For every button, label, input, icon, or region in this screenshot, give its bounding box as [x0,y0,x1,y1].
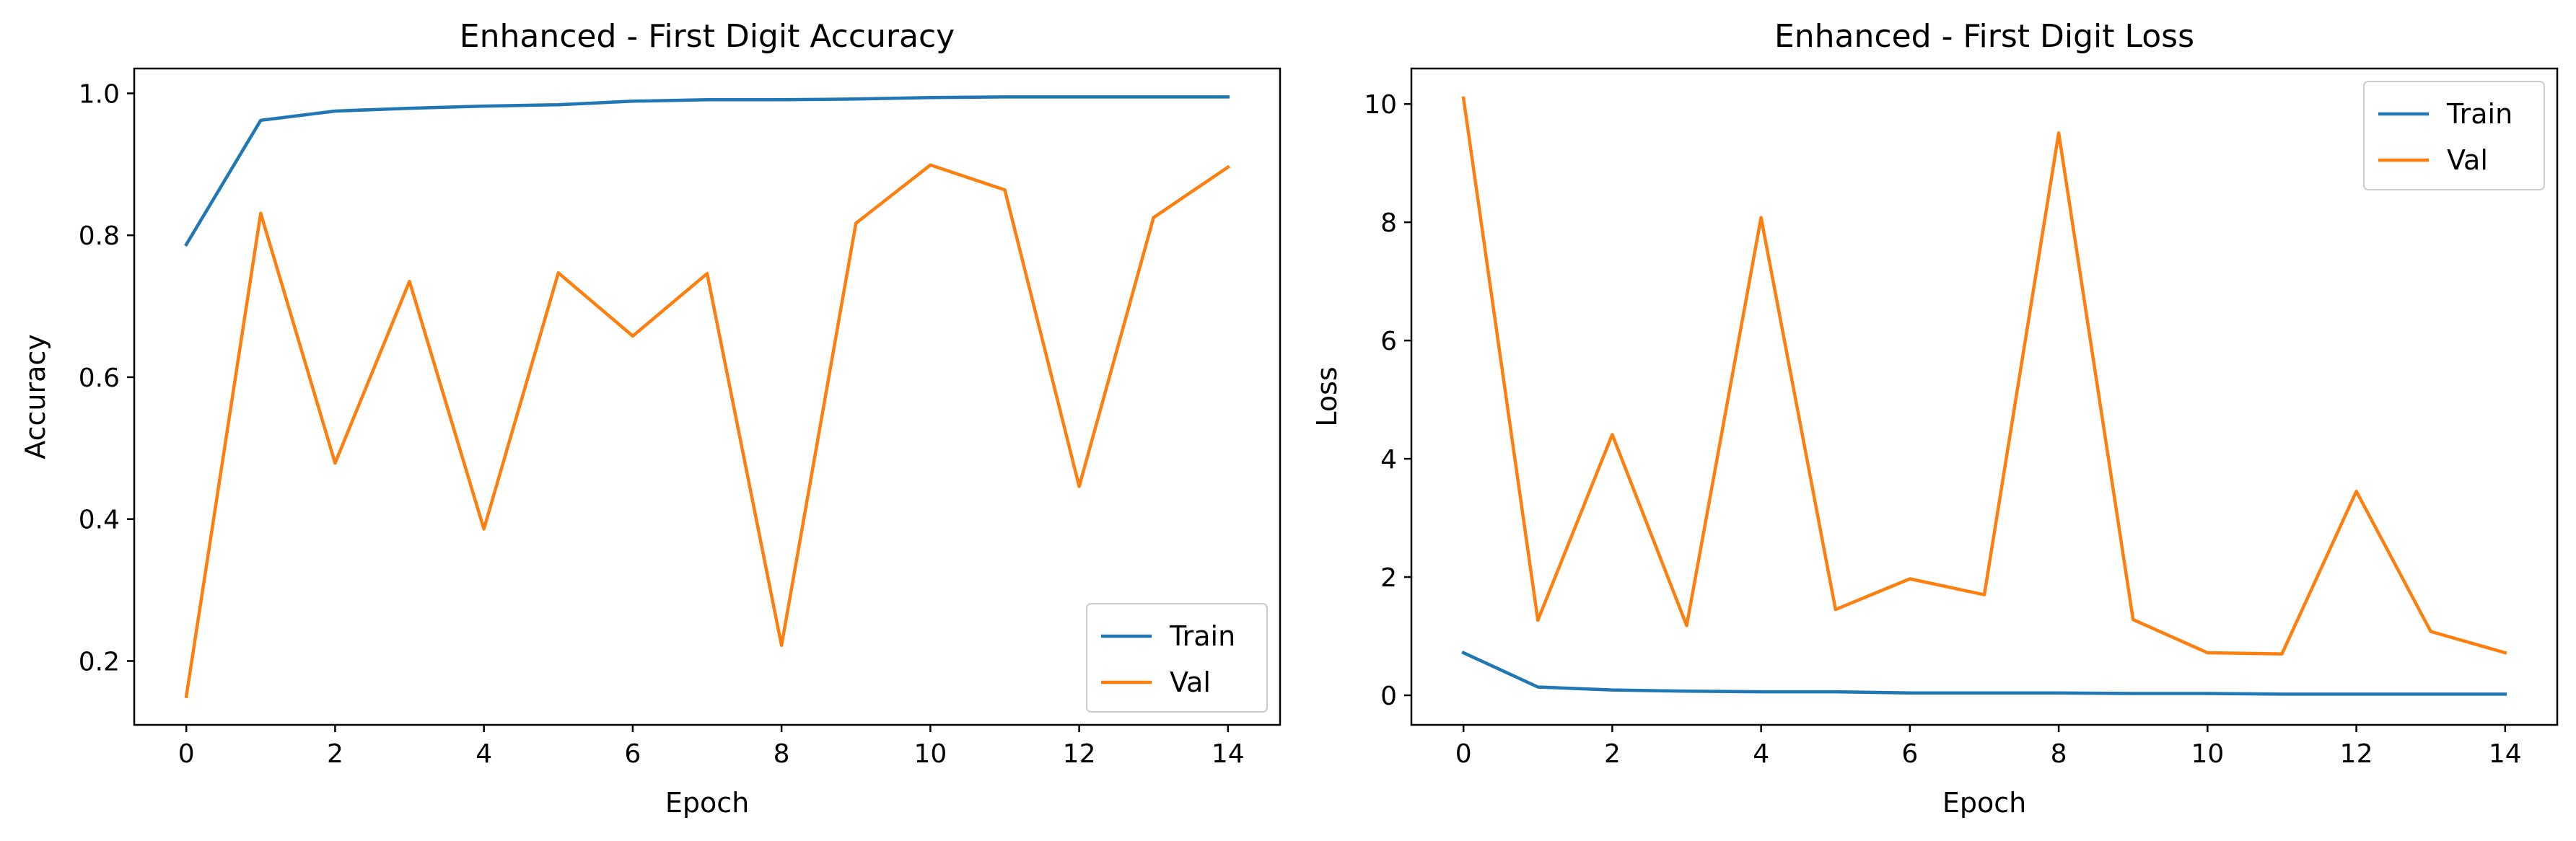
series-line-train [1461,651,2507,696]
plot-frame [1410,67,2559,726]
x-tick-label: 14 [2489,739,2522,769]
y-tick-label: 0 [1380,682,1397,711]
series-line-val [1461,96,2507,656]
x-tick-label: 0 [178,739,195,769]
x-tick-label: 12 [1063,739,1096,769]
series-line-train [184,95,1230,247]
loss-chart: 0 2 4 6 8 10 12 14 0 2 4 6 8 10 Enhanced - First Digit… [1311,18,2559,819]
x-axis-label: Epoch [665,787,749,819]
x-tick-label: 6 [624,739,641,769]
legend-box [1086,603,1268,713]
x-axis-label: Epoch [1942,787,2026,819]
chart-title: Enhanced - First Digit Loss [1774,18,2194,55]
legend-label-val: Val [1170,666,1211,698]
accuracy-chart: 0 2 4 6 8 10 12 14 0.2 0.4 0.6 0.8 1.0 Enhanced - Fir… [19,18,1282,819]
legend-label-train: Train [1169,620,1235,652]
x-tick-label: 8 [2051,739,2067,769]
y-tick-label: 0.4 [79,506,120,535]
y-tick-label: 6 [1380,327,1397,356]
x-tick-label: 4 [1753,739,1769,769]
chart-title: Enhanced - First Digit Accuracy [460,18,955,55]
x-tick-label: 6 [1901,739,1918,769]
legend-label-val: Val [2447,144,2488,176]
x-tick-label: 14 [1212,739,1245,769]
y-tick-label: 0.6 [79,364,120,393]
x-tick-label: 4 [476,739,492,769]
y-axis-label: Loss [1311,366,1343,426]
y-tick-label: 0.8 [79,221,120,251]
y-tick-label: 2 [1380,563,1397,593]
x-tick-label: 8 [774,739,790,769]
legend-box [2363,81,2545,190]
plot-frame [133,67,1282,726]
x-tick-label: 2 [327,739,343,769]
x-tick-label: 12 [2340,739,2373,769]
y-tick-label: 10 [1364,90,1397,120]
y-tick-label: 8 [1380,208,1397,238]
y-tick-label: 0.2 [79,647,120,677]
series-line-val [184,163,1230,699]
y-axis-label: Accuracy [19,334,51,459]
x-tick-label: 10 [914,739,947,769]
y-tick-label: 1.0 [79,79,120,109]
legend-label-train: Train [2446,98,2513,130]
x-tick-label: 10 [2191,739,2224,769]
y-tick-label: 4 [1380,445,1397,475]
x-tick-label: 0 [1455,739,1472,769]
x-tick-label: 2 [1604,739,1621,769]
